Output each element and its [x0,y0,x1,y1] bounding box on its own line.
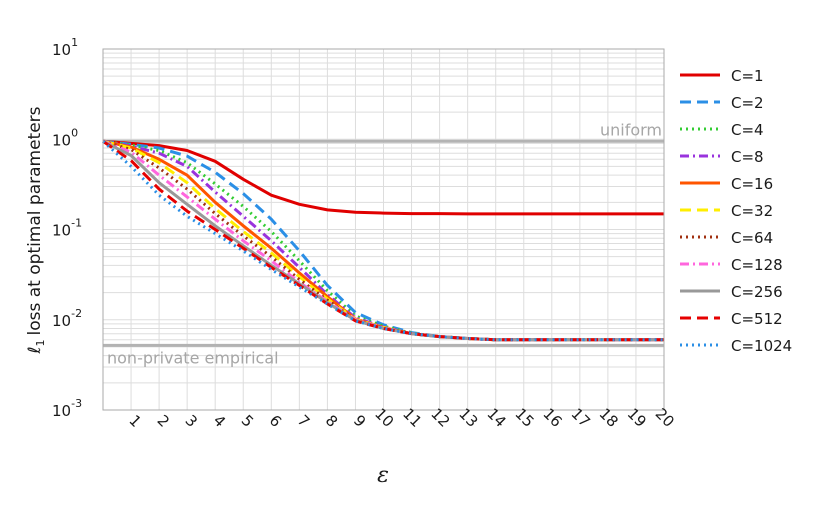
y-tick-label: 10-2 [52,307,82,330]
reference-line-label: uniform [600,120,662,139]
legend-label: C=8 [731,148,764,166]
x-tick-label: 8 [322,411,341,430]
x-tick-label: 20 [652,405,678,431]
x-tick-label: 15 [511,405,537,431]
legend-label: C=2 [731,94,764,112]
legend-label: C=16 [731,175,773,193]
y-axis-label-text: loss at optimal parameters [25,106,45,335]
y-tick-label: 10-3 [52,397,82,420]
y-tick-label: 100 [52,126,78,149]
x-axis-label: ε [377,463,389,488]
x-tick-label: 9 [350,411,369,430]
legend-label: C=1024 [731,337,792,355]
series-line [102,140,664,342]
y-tick-label: 10-1 [52,217,82,240]
plot-frame [102,48,665,411]
x-tick-label: 14 [483,405,509,431]
legend-label: C=1 [731,67,764,85]
x-tick-label: 16 [539,405,565,431]
x-tick-label: 4 [210,411,229,430]
legend-label: C=128 [731,256,783,274]
x-tick-label: 5 [238,411,257,430]
x-tick-label: 13 [455,405,481,431]
legend-label: C=64 [731,229,773,247]
x-tick-label: 11 [399,405,425,431]
x-tick-label: 7 [294,411,313,430]
x-tick-label: 1 [125,411,144,430]
grid [102,49,665,411]
y-axis-label-ell: ℓ [25,347,45,355]
y-tick-label: 101 [52,36,78,59]
y-axis-label-subscript: 1 [34,340,47,347]
legend-label: C=256 [731,283,783,301]
y-tick-labels: 101 100 10-1 10-2 10-3 [52,36,82,420]
legend-label: C=32 [731,202,773,220]
x-tick-label: 10 [371,405,397,431]
x-tick-label: 2 [154,411,173,430]
x-tick-label: 17 [568,405,594,431]
x-tick-label: 19 [624,405,650,431]
legend-label: C=4 [731,121,764,139]
x-tick-label: 3 [182,411,201,430]
x-tick-labels: 1 2 3 4 5 6 7 8 9 10 11 12 13 14 15 16 17 18 19 20 [125,405,677,431]
reference-line-label: non-private empirical [107,348,279,367]
legend: C=1 C=2 C=4 C=8 C=16 C=32 C=64 C=128 C=256 C=512 C… [680,67,792,355]
legend-label: C=512 [731,310,783,328]
x-tick-label: 6 [266,411,285,430]
x-tick-label: 18 [596,405,622,431]
y-axis-label: ℓ1 loss at optimal parameters [25,106,47,354]
series-line [102,139,664,216]
x-tick-label: 12 [427,405,453,431]
series-lines [102,139,664,342]
reference-lines: uniform non-private empirical [103,120,664,367]
